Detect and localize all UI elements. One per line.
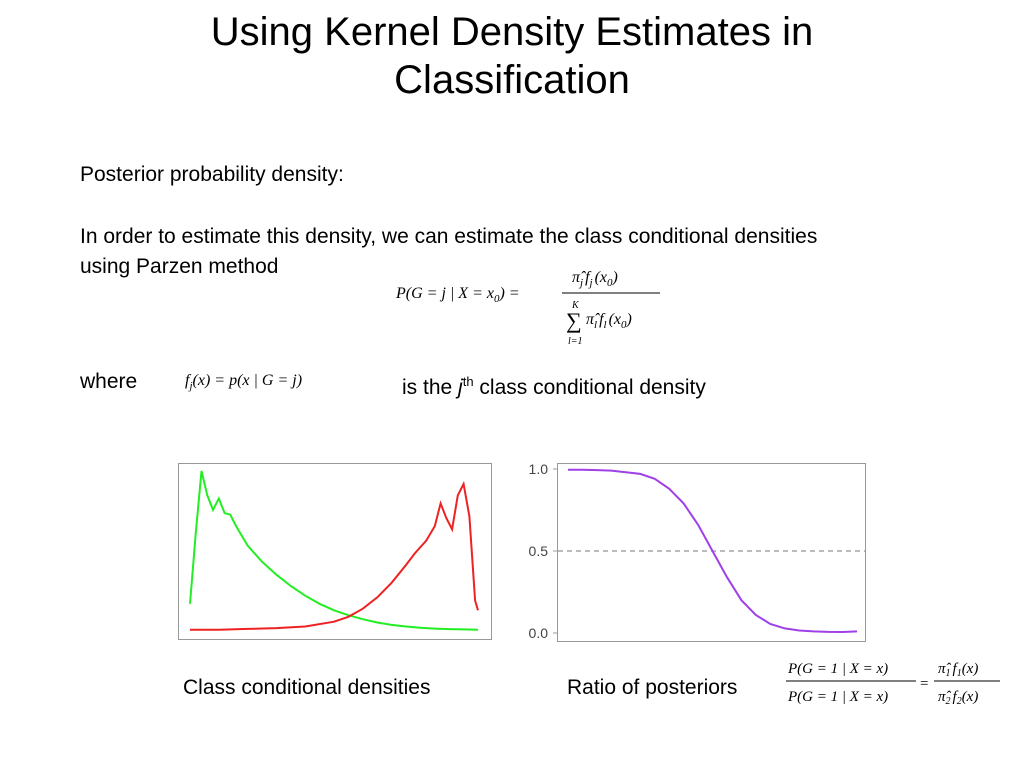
ratio-num-lhs: P(G = 1 | X = x) xyxy=(787,661,888,677)
title-line-1: Using Kernel Density Estimates in xyxy=(210,10,814,54)
fj-definition: fj(x) = p(x | G = j) xyxy=(185,372,303,393)
eq-sum-top: K xyxy=(571,300,580,311)
posterior-label: Posterior probability density: xyxy=(80,163,344,186)
eq-lhs: P(G = j | X = x xyxy=(395,285,494,302)
density-series-2 xyxy=(190,480,479,631)
title-line-2: Classification xyxy=(394,58,630,102)
ratio-num-rhs: π̂1 f1(x) xyxy=(938,661,978,679)
y-tick-label: 0.5 xyxy=(529,543,549,559)
caption-right: Ratio of posteriors xyxy=(567,676,738,699)
ratio-equation: P(G = 1 | X = x) P(G = 1 | X = x) = π̂1 f… xyxy=(786,661,1000,707)
paragraph-line-1: In order to estimate this density, we ca… xyxy=(80,225,818,248)
svg-text:=: = xyxy=(920,676,928,692)
jth-class-text: is the jth class conditional density xyxy=(402,374,706,399)
ratio-den-rhs: π̂2 f2(x) xyxy=(938,689,978,707)
eq-numerator: π̂j fj (x0) xyxy=(572,269,618,289)
posterior-equation: P(G = j | X = x0) = π̂j fj (x0) K ∑ l=1 π̂… xyxy=(395,269,660,347)
svg-text:∑: ∑ xyxy=(566,308,582,333)
ratio-series-1 xyxy=(568,468,858,634)
y-tick-label: 0.0 xyxy=(529,625,549,641)
where-label: where xyxy=(80,370,138,393)
eq-sum-bottom: l=1 xyxy=(568,336,583,347)
svg-text:P(G = j | X = x0) =: P(G = j | X = x0) = xyxy=(395,285,520,305)
y-tick-label: 1.0 xyxy=(529,461,549,477)
ratio-of-posteriors-plot: 0.0 0.5 1.0 xyxy=(529,461,866,642)
caption-left: Class conditional densities xyxy=(183,676,431,699)
slide-title: Using Kernel Density Estimates in Classi… xyxy=(0,8,1024,104)
density-series-1 xyxy=(189,470,479,631)
ratio-den-lhs: P(G = 1 | X = x) xyxy=(787,689,888,705)
class-conditional-densities-plot xyxy=(178,463,492,640)
eq-denominator: π̂l fl (x0) xyxy=(586,311,632,331)
paragraph-line-2: using Parzen method xyxy=(80,255,279,278)
